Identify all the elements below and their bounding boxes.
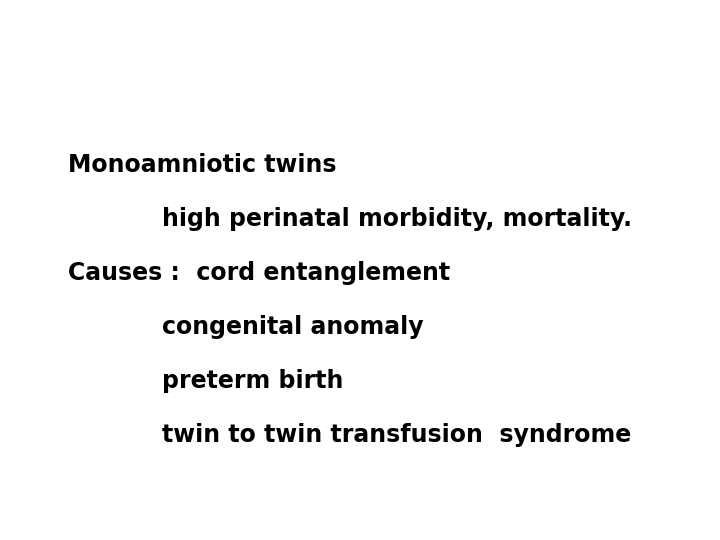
Text: congenital anomaly: congenital anomaly [162, 315, 423, 339]
Text: high perinatal morbidity, mortality.: high perinatal morbidity, mortality. [162, 207, 632, 231]
Text: twin to twin transfusion  syndrome: twin to twin transfusion syndrome [162, 423, 631, 447]
Text: Monoamniotic twins: Monoamniotic twins [68, 153, 337, 177]
Text: preterm birth: preterm birth [162, 369, 343, 393]
Text: Causes :  cord entanglement: Causes : cord entanglement [68, 261, 451, 285]
